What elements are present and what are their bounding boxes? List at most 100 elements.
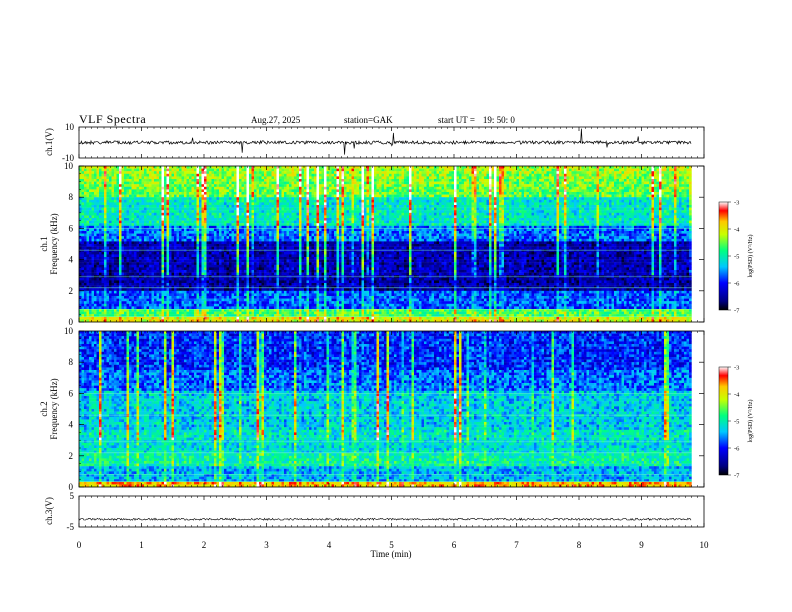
spectrogram-cell (124, 303, 127, 307)
spectrogram-cell (119, 225, 122, 229)
spectrogram-cell (126, 241, 130, 245)
spectrogram-cell (166, 236, 170, 239)
spectrogram-cell (154, 257, 157, 260)
spectrogram-cell (229, 166, 232, 169)
spectrogram-cell (194, 309, 197, 312)
spectrogram-cell (269, 262, 272, 265)
spectrogram-cell (201, 225, 205, 229)
spectrogram-cell (189, 233, 192, 237)
spectrogram-cell (171, 298, 175, 302)
spectrogram-cell (104, 202, 107, 206)
spectrogram-cell (106, 171, 110, 174)
spectrogram-cell (266, 218, 270, 221)
spectrogram-cell (116, 233, 120, 237)
spectrogram-cell (249, 176, 252, 180)
spectrogram-cell (126, 197, 130, 200)
spectrogram-cell (151, 236, 155, 239)
spectrogram-cell (164, 316, 167, 320)
spectrogram-cell (106, 283, 110, 286)
spectrogram-cell (106, 316, 110, 320)
spectrogram-cell (184, 233, 187, 237)
spectrogram-cell (271, 238, 275, 242)
spectrogram-cell (126, 179, 130, 182)
spectrogram-cell (126, 225, 130, 229)
spectrogram-cell (249, 244, 252, 247)
spectrogram-cell (134, 303, 137, 307)
spectrogram-cell (229, 171, 232, 174)
spectrogram-cell (224, 270, 227, 273)
spectrogram-cell (101, 290, 105, 294)
spectrogram-cell (124, 277, 127, 281)
spectrogram-cell (246, 181, 250, 185)
spectrogram-cell (174, 277, 177, 281)
spectrogram-cell (86, 173, 90, 177)
spectrogram-cell (109, 311, 112, 315)
spectrogram-cell (136, 285, 140, 289)
spectrogram-cell (134, 285, 137, 289)
spectrogram-cell (116, 272, 120, 276)
spectrogram-cell (231, 254, 235, 258)
spectrogram-cell (124, 257, 127, 260)
spectrogram-cell (236, 257, 240, 260)
spectrogram-cell (104, 257, 107, 260)
spectrogram-cell (104, 181, 107, 185)
spectrogram-cell (206, 301, 210, 304)
spectrogram-cell (211, 262, 215, 265)
spectrogram-cell (91, 228, 95, 232)
spectrogram-cell (201, 298, 205, 302)
spectrogram-cell (196, 288, 200, 291)
spectrogram-cell (146, 277, 150, 281)
spectrogram-cell (261, 207, 265, 211)
spectrogram-cell (179, 241, 182, 245)
spectrogram-cell (204, 288, 207, 291)
spectrogram-cell (126, 303, 130, 307)
spectrogram-cell (91, 285, 95, 289)
spectrogram-cell (201, 205, 205, 208)
spectrogram-cell (121, 246, 125, 250)
spectrogram-cell (139, 280, 142, 284)
spectrogram-cell (256, 238, 260, 242)
spectrogram-cell (111, 306, 115, 310)
spectrogram-cell (176, 171, 180, 174)
spectrogram-cell (134, 207, 137, 211)
spectrogram-cell (99, 184, 102, 187)
spectrogram-cell (84, 223, 87, 226)
spectrogram-cell (91, 264, 95, 268)
spectrogram-cell (251, 223, 255, 226)
spectrogram-cell (221, 176, 225, 180)
spectrogram-cell (276, 251, 280, 255)
spectrogram-cell (156, 293, 160, 297)
spectrogram-cell (234, 212, 237, 216)
spectrogram-cell (129, 319, 132, 323)
spectrogram-cell (94, 210, 97, 213)
spectrogram-cell (169, 184, 172, 187)
spectrogram-cell (261, 173, 265, 177)
spectrogram-cell (174, 298, 177, 302)
spectrogram-cell (91, 254, 95, 258)
spectrogram-cell (241, 231, 245, 234)
spectrogram-cell (261, 205, 265, 208)
spectrogram-cell (229, 267, 232, 271)
spectrogram-cell (279, 186, 282, 190)
spectrogram-cell (151, 283, 155, 286)
spectrogram-cell (249, 225, 252, 229)
spectrogram-cell (91, 311, 95, 315)
spectrogram-cell (144, 176, 147, 180)
spectrogram-cell (201, 306, 205, 310)
spectrogram-cell (106, 270, 110, 273)
spectrogram-cell (224, 280, 227, 284)
spectrogram-cell (124, 231, 127, 234)
spectrogram-cell (261, 220, 265, 224)
spectrogram-cell (146, 184, 150, 187)
spectrogram-cell (116, 290, 120, 294)
spectrogram-cell (166, 179, 170, 182)
spectrogram-cell (181, 257, 185, 260)
spectrogram-cell (279, 267, 282, 271)
spectrogram-cell (264, 257, 267, 260)
spectrogram-cell (199, 254, 202, 258)
spectrogram-cell (141, 228, 145, 232)
spectrogram-cell (79, 212, 82, 216)
spectrogram-cell (206, 220, 210, 224)
spectrogram-cell (259, 179, 262, 182)
spectrogram-cell (281, 298, 285, 302)
